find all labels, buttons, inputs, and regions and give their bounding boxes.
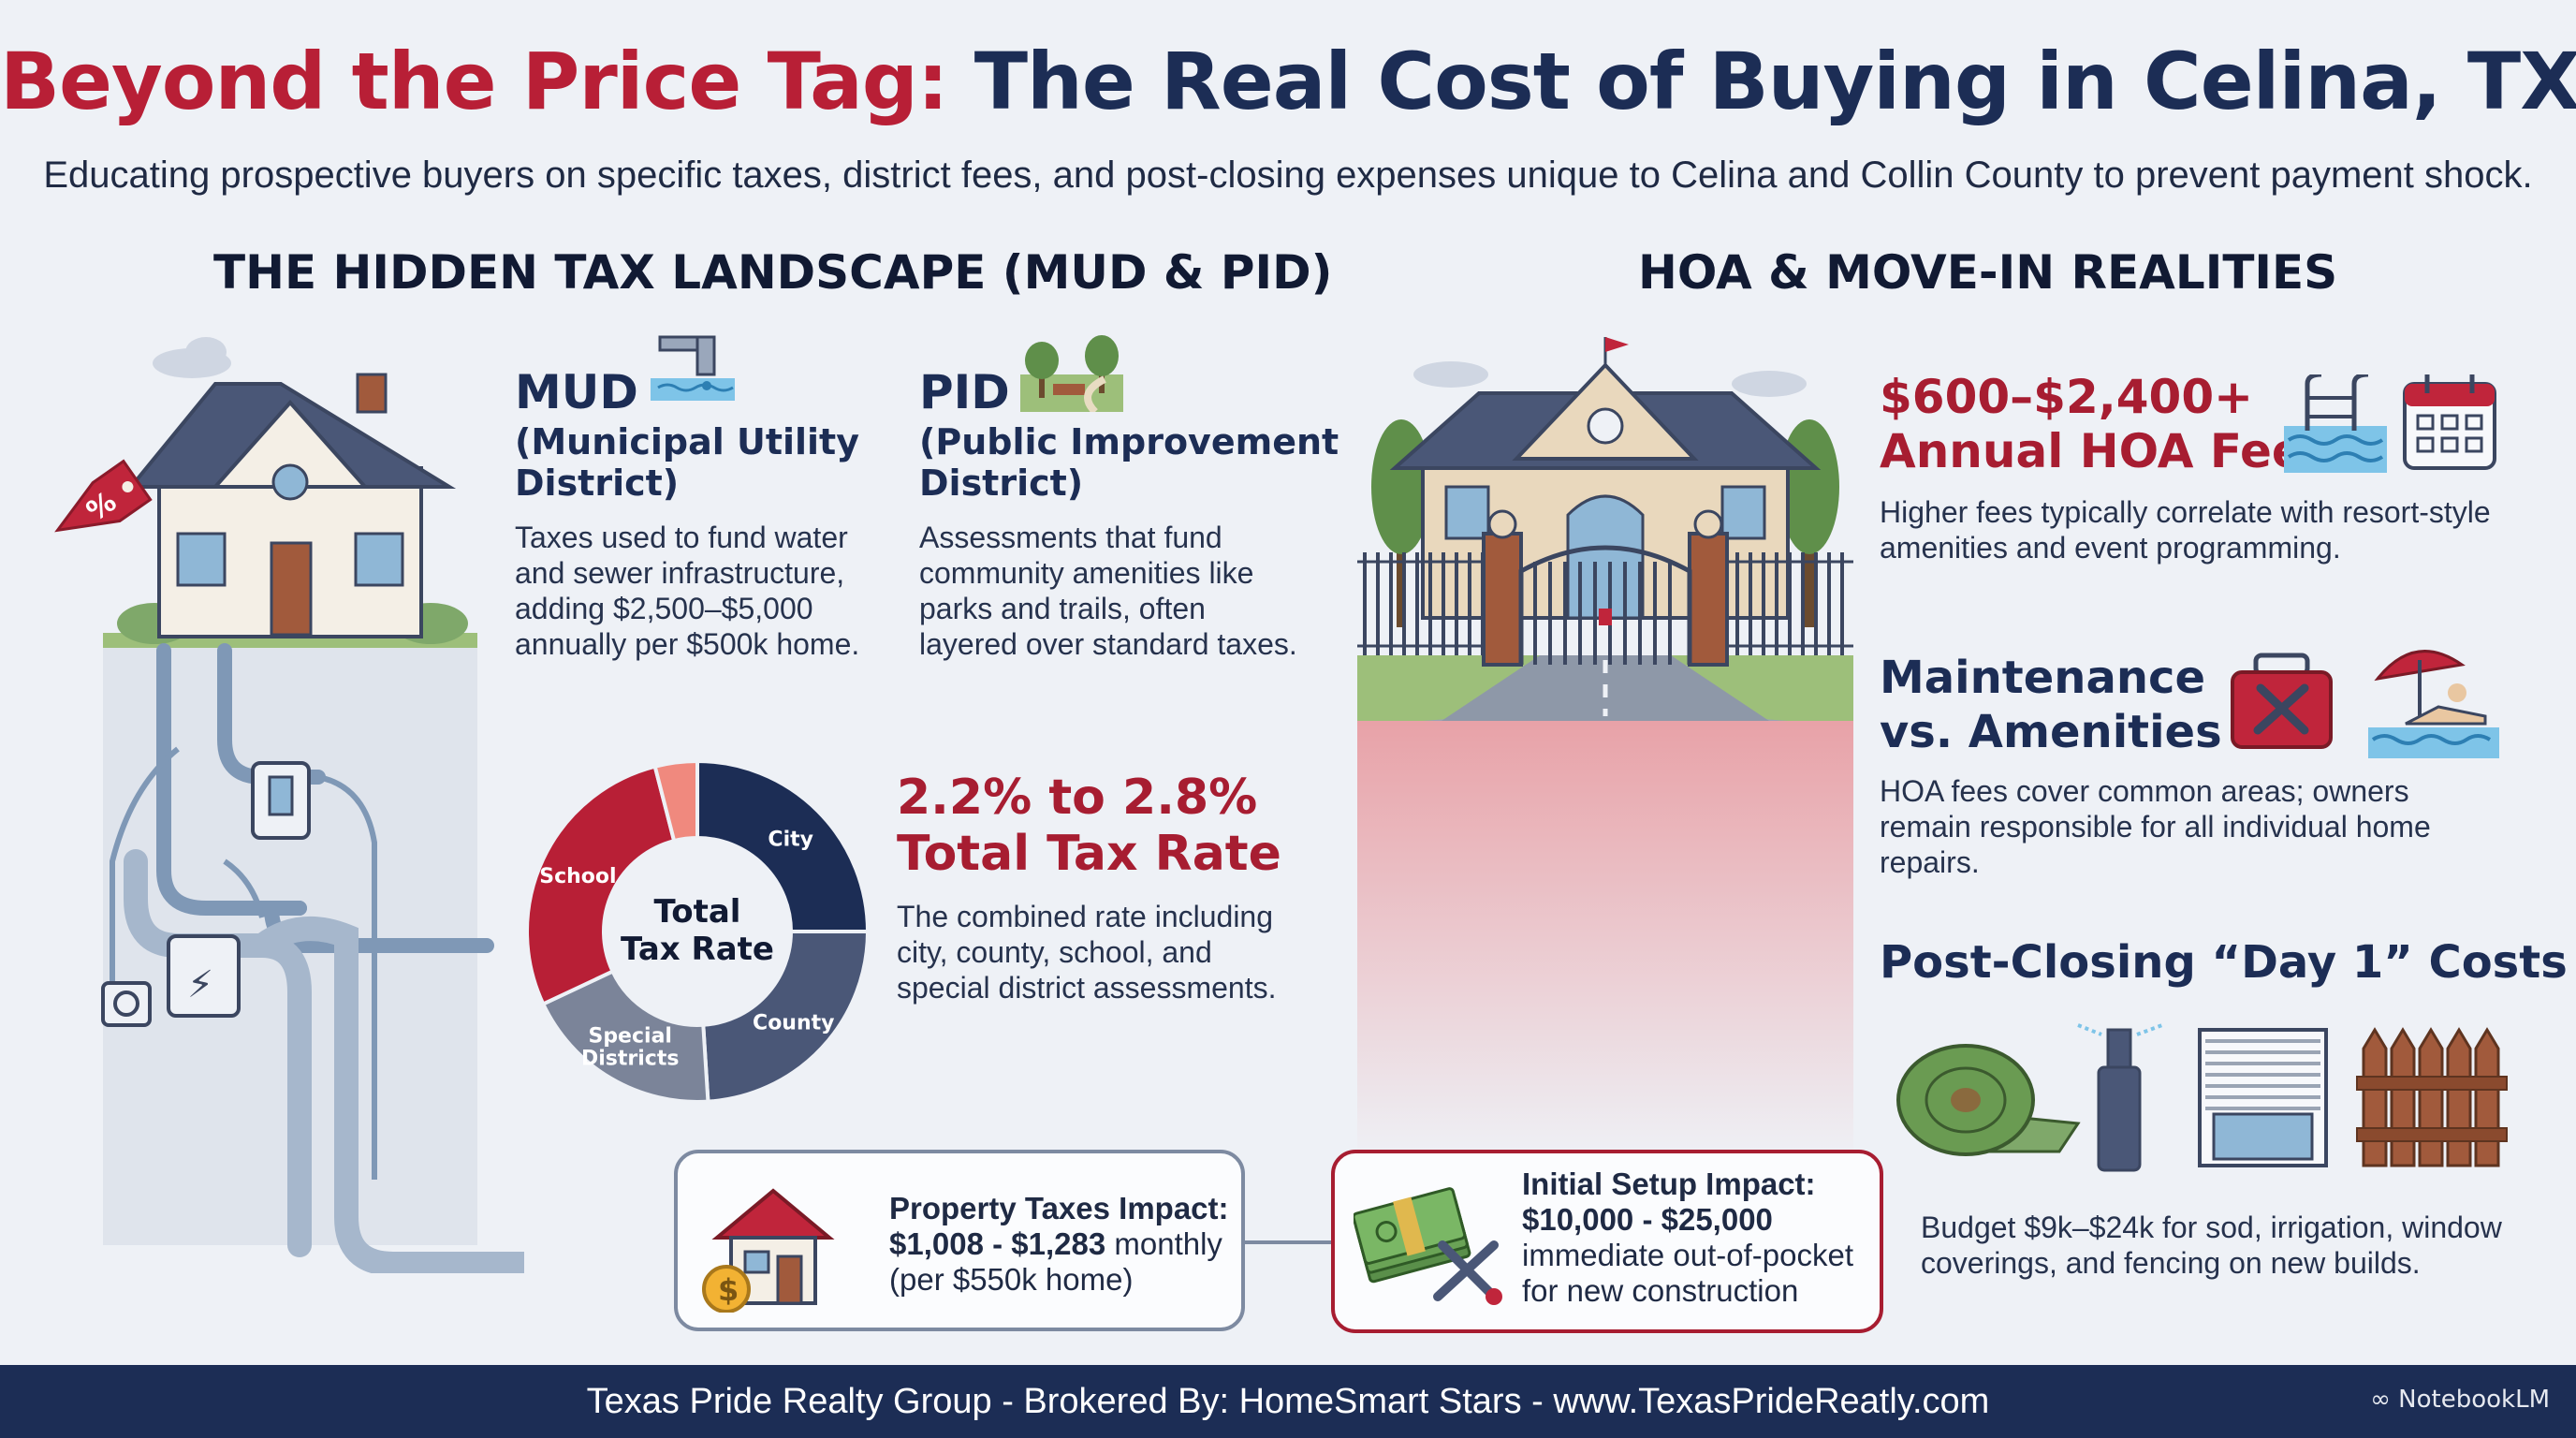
- donut-slice-label: School: [539, 865, 616, 888]
- initial-setup-title: Initial Setup Impact:: [1522, 1167, 1816, 1201]
- pid-description: Assessments that fund community amenitie…: [919, 520, 1297, 662]
- hoa-fees-label: Annual HOA Fees: [1880, 424, 2332, 478]
- window-blinds-icon: [2198, 1028, 2328, 1167]
- post-closing-icons: [1896, 1023, 2508, 1172]
- left-section-heading: THE HIDDEN TAX LANDSCAPE (MUD & PID): [213, 245, 1333, 300]
- calendar-icon: [2403, 374, 2496, 470]
- donut-slice: [525, 764, 677, 1007]
- donut-slice: [540, 968, 710, 1104]
- property-taxes-text: Property Taxes Impact: $1,008 - $1,283 m…: [889, 1191, 1229, 1298]
- money-tools-icon: [1354, 1187, 1502, 1305]
- initial-setup-impact-box: Initial Setup Impact: $10,000 - $25,000 …: [1331, 1150, 1883, 1333]
- pid-desc-line: layered over standard taxes.: [919, 627, 1297, 661]
- donut-slice: [695, 758, 871, 933]
- donut-slice-label: City: [768, 828, 813, 851]
- pid-desc-line: Assessments that fund: [919, 521, 1222, 554]
- faucet-icon: [651, 335, 735, 401]
- title-part1: Beyond the Price Tag:: [0, 36, 948, 127]
- property-taxes-amount: $1,008 - $1,283: [889, 1226, 1106, 1261]
- house-pipes-illustration: % ⚡: [54, 337, 524, 1273]
- gated-community-illustration: [1357, 337, 1853, 1161]
- tax-rate-desc-line: special district assessments.: [897, 971, 1277, 1005]
- toolbox-icon: [2231, 653, 2333, 749]
- pool-icon: [2284, 374, 2387, 473]
- pid-desc-line: parks and trails, often: [919, 592, 1206, 625]
- initial-setup-line3: for new construction: [1522, 1273, 1799, 1308]
- title-part2: The Real Cost of Buying in Celina, TX: [973, 36, 2576, 127]
- pid-desc-line: community amenities like: [919, 556, 1254, 590]
- hoa-desc-line: amenities and event programming.: [1880, 531, 2341, 565]
- mud-subtitle-line1: (Municipal Utility: [515, 421, 859, 462]
- donut-slice-label: County: [753, 1012, 834, 1035]
- hoa-fees-range: $600–$2,400+: [1880, 370, 2253, 424]
- property-taxes-impact-box: $ Property Taxes Impact: $1,008 - $1,283…: [674, 1150, 1245, 1331]
- property-taxes-title: Property Taxes Impact:: [889, 1191, 1229, 1225]
- post-closing-heading: Post-Closing “Day 1” Costs: [1880, 936, 2568, 989]
- mud-title: MUD: [515, 365, 638, 419]
- hoa-desc-line: Higher fees typically correlate with res…: [1880, 495, 2491, 529]
- mud-description: Taxes used to fund water and sewer infra…: [515, 520, 859, 662]
- pid-title: PID: [919, 365, 1010, 419]
- mud-desc-line: adding $2,500–$5,000: [515, 592, 813, 625]
- property-taxes-note: (per $550k home): [889, 1262, 1134, 1297]
- mud-subtitle: (Municipal Utility District): [515, 421, 859, 504]
- right-section-heading: HOA & MOVE-IN REALITIES: [1638, 245, 2338, 300]
- donut-slice-label: Special Districts: [581, 1024, 679, 1070]
- donut-slice: [652, 758, 699, 844]
- maintenance-desc-line: remain responsible for all individual ho…: [1880, 810, 2431, 844]
- mud-desc-line: Taxes used to fund water: [515, 521, 848, 554]
- pid-subtitle: (Public Improvement District): [919, 421, 1339, 504]
- donut-center-label: Total Tax Rate: [621, 893, 774, 968]
- initial-setup-line2: immediate out-of-pocket: [1522, 1238, 1853, 1272]
- notebooklm-logo-icon: ∞: [2370, 1386, 2399, 1414]
- page-title: Beyond the Price Tag: The Real Cost of B…: [0, 36, 2576, 127]
- cloud-icon: [1413, 361, 1807, 397]
- mud-desc-line: and sewer infrastructure,: [515, 556, 845, 590]
- tax-rate-range: 2.2% to 2.8%: [897, 770, 1258, 826]
- mud-desc-line: annually per $500k home.: [515, 627, 860, 661]
- notebooklm-label: NotebookLM: [2398, 1386, 2550, 1414]
- hoa-fees-description: Higher fees typically correlate with res…: [1880, 494, 2491, 565]
- svg-text:$: $: [718, 1272, 739, 1308]
- property-taxes-suffix: monthly: [1105, 1226, 1222, 1261]
- connector-line: [1245, 1240, 1331, 1244]
- maintenance-description: HOA fees cover common areas; owners rema…: [1880, 773, 2431, 880]
- tax-rate-heading: 2.2% to 2.8% Total Tax Rate: [897, 770, 1281, 882]
- maintenance-line1: Maintenance: [1880, 652, 2206, 704]
- maintenance-line2: vs. Amenities: [1880, 706, 2222, 758]
- tax-rate-donut-chart: City County Special Districts School Total Ta…: [525, 758, 871, 1104]
- cloud-icon: [153, 337, 231, 378]
- initial-setup-amount: $10,000 - $25,000: [1522, 1202, 1773, 1237]
- tax-rate-desc-line: city, county, school, and: [897, 935, 1212, 969]
- post-closing-description: Budget $9k–$24k for sod, irrigation, win…: [1921, 1210, 2502, 1281]
- post-closing-desc-line: Budget $9k–$24k for sod, irrigation, win…: [1921, 1211, 2502, 1244]
- tax-rate-description: The combined rate including city, county…: [897, 899, 1276, 1005]
- tax-rate-desc-line: The combined rate including: [897, 900, 1274, 933]
- maintenance-desc-line: repairs.: [1880, 845, 1980, 879]
- beach-icon: [2368, 650, 2499, 758]
- tax-rate-label: Total Tax Rate: [897, 826, 1281, 882]
- sprinkler-icon: [2077, 1023, 2163, 1172]
- post-closing-desc-line: coverings, and fencing on new builds.: [1921, 1246, 2421, 1280]
- park-icon: [1020, 335, 1123, 412]
- pid-subtitle-line2: District): [919, 462, 1084, 504]
- footer-bar: Texas Pride Realty Group - Brokered By: …: [0, 1365, 2576, 1438]
- electric-meter-icon: ⚡: [167, 934, 241, 1018]
- water-meter-icon: [251, 761, 311, 840]
- notebooklm-badge: ∞ NotebookLM: [2370, 1386, 2550, 1414]
- initial-setup-text: Initial Setup Impact: $10,000 - $25,000 …: [1522, 1167, 1853, 1309]
- donut-slice: [701, 930, 871, 1104]
- mud-subtitle-line2: District): [515, 462, 680, 504]
- price-tag-icon: %: [54, 459, 153, 533]
- fence-icon: [2356, 1027, 2508, 1167]
- page-subtitle: Educating prospective buyers on specific…: [43, 154, 2533, 196]
- pid-subtitle-line1: (Public Improvement: [919, 421, 1339, 462]
- maintenance-desc-line: HOA fees cover common areas; owners: [1880, 774, 2409, 808]
- maintenance-heading: Maintenance vs. Amenities: [1880, 651, 2222, 759]
- house-dollar-icon: $: [702, 1188, 835, 1313]
- hoa-fees-heading: $600–$2,400+ Annual HOA Fees: [1880, 370, 2332, 478]
- svg-text:⚡: ⚡: [187, 963, 213, 1006]
- sod-roll-icon: [1896, 1044, 2081, 1156]
